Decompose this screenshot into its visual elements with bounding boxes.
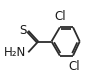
Text: Cl: Cl — [54, 10, 66, 23]
Text: Cl: Cl — [68, 60, 80, 73]
Text: H₂N: H₂N — [4, 46, 26, 59]
Text: S: S — [19, 24, 26, 37]
